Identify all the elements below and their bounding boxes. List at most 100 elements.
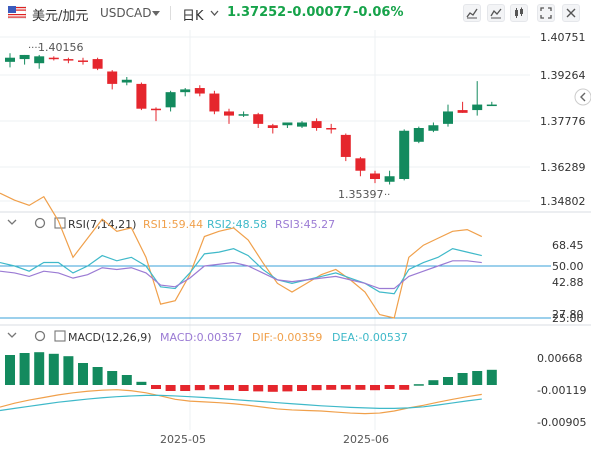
macd-histogram-bar bbox=[19, 353, 30, 385]
macd-histogram-bar bbox=[107, 371, 118, 385]
gear-icon[interactable] bbox=[34, 217, 46, 229]
price-axis-label: 1.34802 bbox=[540, 195, 586, 208]
collapse-button[interactable] bbox=[574, 88, 591, 106]
rsi-axis-label: 68.45 bbox=[552, 239, 584, 252]
candlestick-series bbox=[5, 53, 497, 185]
candle-body bbox=[370, 173, 380, 180]
price-change-percent: -0.06% bbox=[353, 5, 404, 20]
macd-axis-label: -0.00119 bbox=[537, 384, 586, 397]
macd-histogram-bar bbox=[180, 385, 191, 391]
candle-body bbox=[355, 158, 366, 171]
macd-histogram-bar bbox=[224, 385, 234, 391]
price-change: -0.00077 bbox=[287, 5, 352, 20]
macd-histogram-bar bbox=[253, 385, 264, 392]
x-axis-label: 2025-06 bbox=[343, 433, 389, 446]
candle-body bbox=[63, 59, 74, 61]
high-price-annotation: 1.40156 bbox=[38, 41, 84, 54]
close-button[interactable] bbox=[562, 4, 580, 22]
macd-histogram-bar bbox=[209, 385, 220, 390]
macd-histogram-bar bbox=[194, 385, 205, 391]
macd-histogram-bar bbox=[165, 385, 176, 391]
macd-title: MACD(12,26,9) bbox=[68, 331, 152, 344]
candle-body bbox=[194, 88, 205, 94]
low-price-annotation: 1.35397 bbox=[338, 188, 384, 201]
collapse-arrow-icon[interactable] bbox=[7, 332, 17, 338]
macd-histogram-bar bbox=[92, 367, 103, 385]
chart-header: 美元/加元 USDCAD 日K 1.37252 -0.00077 -0.06% bbox=[0, 0, 591, 26]
last-price: 1.37252 bbox=[227, 5, 287, 20]
rsi-axis-label: 25.00 bbox=[552, 312, 584, 325]
macd-histogram-bar bbox=[370, 385, 380, 391]
rsi1-line bbox=[0, 192, 483, 319]
timeframe-selector[interactable]: 日K bbox=[182, 9, 204, 24]
candle-body bbox=[224, 111, 234, 116]
candle-body bbox=[151, 108, 161, 111]
candle-body bbox=[413, 128, 424, 142]
pair-name[interactable]: 美元/加元 bbox=[32, 9, 89, 24]
symbol-code[interactable]: USDCAD bbox=[100, 6, 152, 20]
collapse-icon bbox=[580, 92, 586, 102]
indicator-icon[interactable] bbox=[54, 217, 66, 229]
indicator-button[interactable] bbox=[487, 4, 505, 22]
candle-body bbox=[78, 60, 88, 62]
macd-histogram-bar bbox=[121, 375, 132, 385]
low-annotation-marker: ·· bbox=[384, 190, 390, 201]
candle-body bbox=[253, 114, 264, 124]
macd-histogram-bar bbox=[399, 385, 410, 390]
chevron-down-icon[interactable] bbox=[210, 10, 219, 16]
collapse-arrow-icon[interactable] bbox=[7, 219, 17, 225]
candle-body bbox=[384, 176, 395, 182]
candle-body bbox=[121, 79, 132, 83]
rsi-axis-label: 50.00 bbox=[552, 260, 584, 273]
macd-axis-label: 0.00668 bbox=[537, 352, 583, 365]
dif-value: DIF:-0.00359 bbox=[252, 331, 322, 344]
price-axis-label: 1.37776 bbox=[540, 115, 586, 128]
macd-histogram-bar bbox=[48, 353, 59, 385]
rsi2-line bbox=[0, 248, 482, 295]
rsi-axis-label: 42.88 bbox=[552, 276, 584, 289]
macd-histogram-bar bbox=[355, 385, 366, 390]
candle-body bbox=[486, 104, 497, 107]
candle-style-button[interactable] bbox=[510, 4, 528, 22]
gear-icon[interactable] bbox=[34, 330, 46, 342]
caret-down-icon[interactable] bbox=[152, 11, 160, 16]
chart-area[interactable]: 1.40751 1.39264 1.37776 1.36289 1.34802 … bbox=[0, 26, 591, 452]
macd-histogram-bar bbox=[340, 385, 351, 390]
macd-histogram-bar bbox=[151, 385, 161, 389]
macd-settings[interactable] bbox=[7, 330, 66, 342]
candle-body bbox=[311, 121, 322, 129]
macd-histogram bbox=[5, 352, 497, 392]
macd-histogram-bar bbox=[326, 385, 337, 390]
indicator-icon bbox=[490, 8, 502, 19]
candle-body bbox=[326, 128, 337, 130]
macd-axis-label: -0.00905 bbox=[537, 416, 586, 429]
fullscreen-button[interactable] bbox=[537, 4, 555, 22]
macd-histogram-bar bbox=[384, 385, 395, 389]
candle-body bbox=[136, 83, 147, 109]
dif-line bbox=[0, 389, 482, 415]
candle-body bbox=[282, 122, 293, 126]
candle-body bbox=[209, 93, 220, 112]
price-axis-label: 1.40751 bbox=[540, 31, 586, 44]
close-icon bbox=[566, 8, 576, 18]
price-axis-label: 1.39264 bbox=[540, 69, 586, 82]
chart-type-button[interactable] bbox=[463, 4, 481, 22]
macd-histogram-bar bbox=[78, 363, 88, 385]
rsi-settings[interactable] bbox=[7, 217, 66, 229]
fullscreen-icon bbox=[540, 7, 552, 19]
high-annotation-marker: ···· bbox=[28, 43, 41, 54]
candle-body bbox=[399, 130, 410, 180]
rsi-series bbox=[0, 192, 483, 319]
candle-body bbox=[180, 89, 191, 93]
candle-body bbox=[92, 59, 103, 69]
candle-body bbox=[5, 57, 15, 62]
macd-histogram-bar bbox=[5, 355, 15, 385]
candle-body bbox=[238, 114, 249, 116]
candle-body bbox=[48, 57, 59, 60]
macd-histogram-bar bbox=[238, 385, 249, 391]
rsi3-line bbox=[0, 260, 482, 290]
flag-icon bbox=[8, 6, 26, 19]
rsi2-value: RSI2:48.58 bbox=[207, 218, 267, 231]
candle-body bbox=[19, 54, 30, 60]
indicator-icon[interactable] bbox=[54, 330, 66, 342]
